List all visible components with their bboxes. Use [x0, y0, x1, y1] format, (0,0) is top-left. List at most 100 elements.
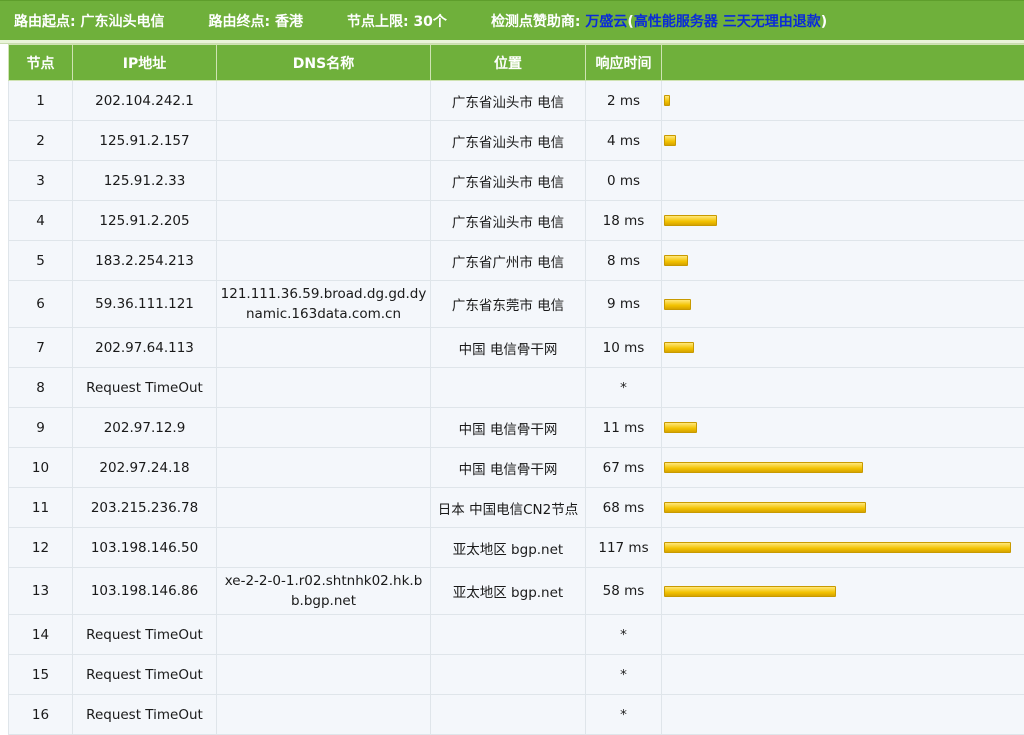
hop-number-cell: 12 [9, 528, 73, 568]
hop-number-cell: 5 [9, 241, 73, 281]
node-limit: 节点上限: 30个 [347, 11, 447, 31]
response-time-cell: 68 ms [586, 488, 662, 528]
latency-bar-cell [662, 241, 1024, 281]
response-time-cell: 8 ms [586, 241, 662, 281]
location-cell: 中国 电信骨干网 [431, 328, 586, 368]
location-cell [431, 695, 586, 735]
ip-address-cell: 202.104.242.1 [73, 81, 217, 121]
latency-bar [664, 95, 670, 106]
latency-bar-cell [662, 568, 1024, 615]
sponsor-paren-close: ) [821, 14, 827, 30]
response-time-cell: 10 ms [586, 328, 662, 368]
ip-address-cell: 203.215.236.78 [73, 488, 217, 528]
hop-number-cell: 9 [9, 408, 73, 448]
dns-name-cell [217, 328, 431, 368]
hop-number-cell: 8 [9, 368, 73, 408]
ip-address-cell: 202.97.64.113 [73, 328, 217, 368]
latency-bar [664, 422, 697, 433]
response-time-cell: 67 ms [586, 448, 662, 488]
latency-bar-cell [662, 655, 1024, 695]
latency-bar-cell [662, 81, 1024, 121]
col-header-bar [662, 45, 1024, 81]
dns-name-cell [217, 121, 431, 161]
table-header-row: 节点 IP地址 DNS名称 位置 响应时间 [9, 45, 1024, 81]
hop-number-cell: 1 [9, 81, 73, 121]
hop-number-cell: 13 [9, 568, 73, 615]
dns-name-cell [217, 161, 431, 201]
hop-number-cell: 2 [9, 121, 73, 161]
location-cell: 亚太地区 bgp.net [431, 528, 586, 568]
dns-name-cell [217, 655, 431, 695]
sponsor-slogan-link[interactable]: 高性能服务器 三天无理由退款 [634, 14, 821, 30]
location-cell: 日本 中国电信CN2节点 [431, 488, 586, 528]
dns-name-cell [217, 448, 431, 488]
latency-bar [664, 135, 676, 146]
response-time-cell: 9 ms [586, 281, 662, 328]
ip-address-cell: 103.198.146.86 [73, 568, 217, 615]
col-header-time: 响应时间 [586, 45, 662, 81]
hop-number-cell: 15 [9, 655, 73, 695]
dns-name-cell [217, 201, 431, 241]
dns-name-cell [217, 488, 431, 528]
latency-bar-cell [662, 368, 1024, 408]
latency-bar-cell [662, 161, 1024, 201]
latency-bar [664, 462, 863, 473]
latency-bar [664, 299, 691, 310]
latency-bar-cell [662, 695, 1024, 735]
dns-name-cell [217, 408, 431, 448]
dns-name-cell [217, 615, 431, 655]
response-time-cell: * [586, 695, 662, 735]
dns-name-cell [217, 528, 431, 568]
response-time-cell: 2 ms [586, 81, 662, 121]
hop-number-cell: 16 [9, 695, 73, 735]
location-cell: 中国 电信骨干网 [431, 408, 586, 448]
latency-bar [664, 542, 1011, 553]
location-cell [431, 368, 586, 408]
ip-address-cell: 125.91.2.33 [73, 161, 217, 201]
dns-name-cell: xe-2-2-0-1.r02.shtnhk02.hk.bb.bgp.net [217, 568, 431, 615]
latency-bar-cell [662, 408, 1024, 448]
response-time-cell: 117 ms [586, 528, 662, 568]
dns-name-cell [217, 241, 431, 281]
col-header-dns: DNS名称 [217, 45, 431, 81]
response-time-cell: 11 ms [586, 408, 662, 448]
hop-number-cell: 3 [9, 161, 73, 201]
response-time-cell: 4 ms [586, 121, 662, 161]
location-cell: 广东省广州市 电信 [431, 241, 586, 281]
response-time-cell: * [586, 368, 662, 408]
route-info-bar: 路由起点: 广东汕头电信 路由终点: 香港 节点上限: 30个 检测点赞助商: … [0, 0, 1024, 44]
location-cell: 广东省汕头市 电信 [431, 121, 586, 161]
latency-bar [664, 255, 688, 266]
location-cell: 亚太地区 bgp.net [431, 568, 586, 615]
hop-number-cell: 6 [9, 281, 73, 328]
route-end: 路由终点: 香港 [208, 11, 302, 31]
latency-bar-cell [662, 528, 1024, 568]
ip-address-cell: 202.97.24.18 [73, 448, 217, 488]
sponsor-link[interactable]: 万盛云 [585, 14, 627, 30]
ip-address-cell: 183.2.254.213 [73, 241, 217, 281]
ip-address-cell: 125.91.2.157 [73, 121, 217, 161]
ip-address-cell: Request TimeOut [73, 368, 217, 408]
ip-address-cell: 59.36.111.121 [73, 281, 217, 328]
response-time-cell: * [586, 615, 662, 655]
location-cell [431, 655, 586, 695]
response-time-cell: 0 ms [586, 161, 662, 201]
sponsor-prefix: 检测点赞助商: [491, 14, 585, 30]
col-header-ip: IP地址 [73, 45, 217, 81]
location-cell: 广东省汕头市 电信 [431, 81, 586, 121]
ip-address-cell: Request TimeOut [73, 615, 217, 655]
